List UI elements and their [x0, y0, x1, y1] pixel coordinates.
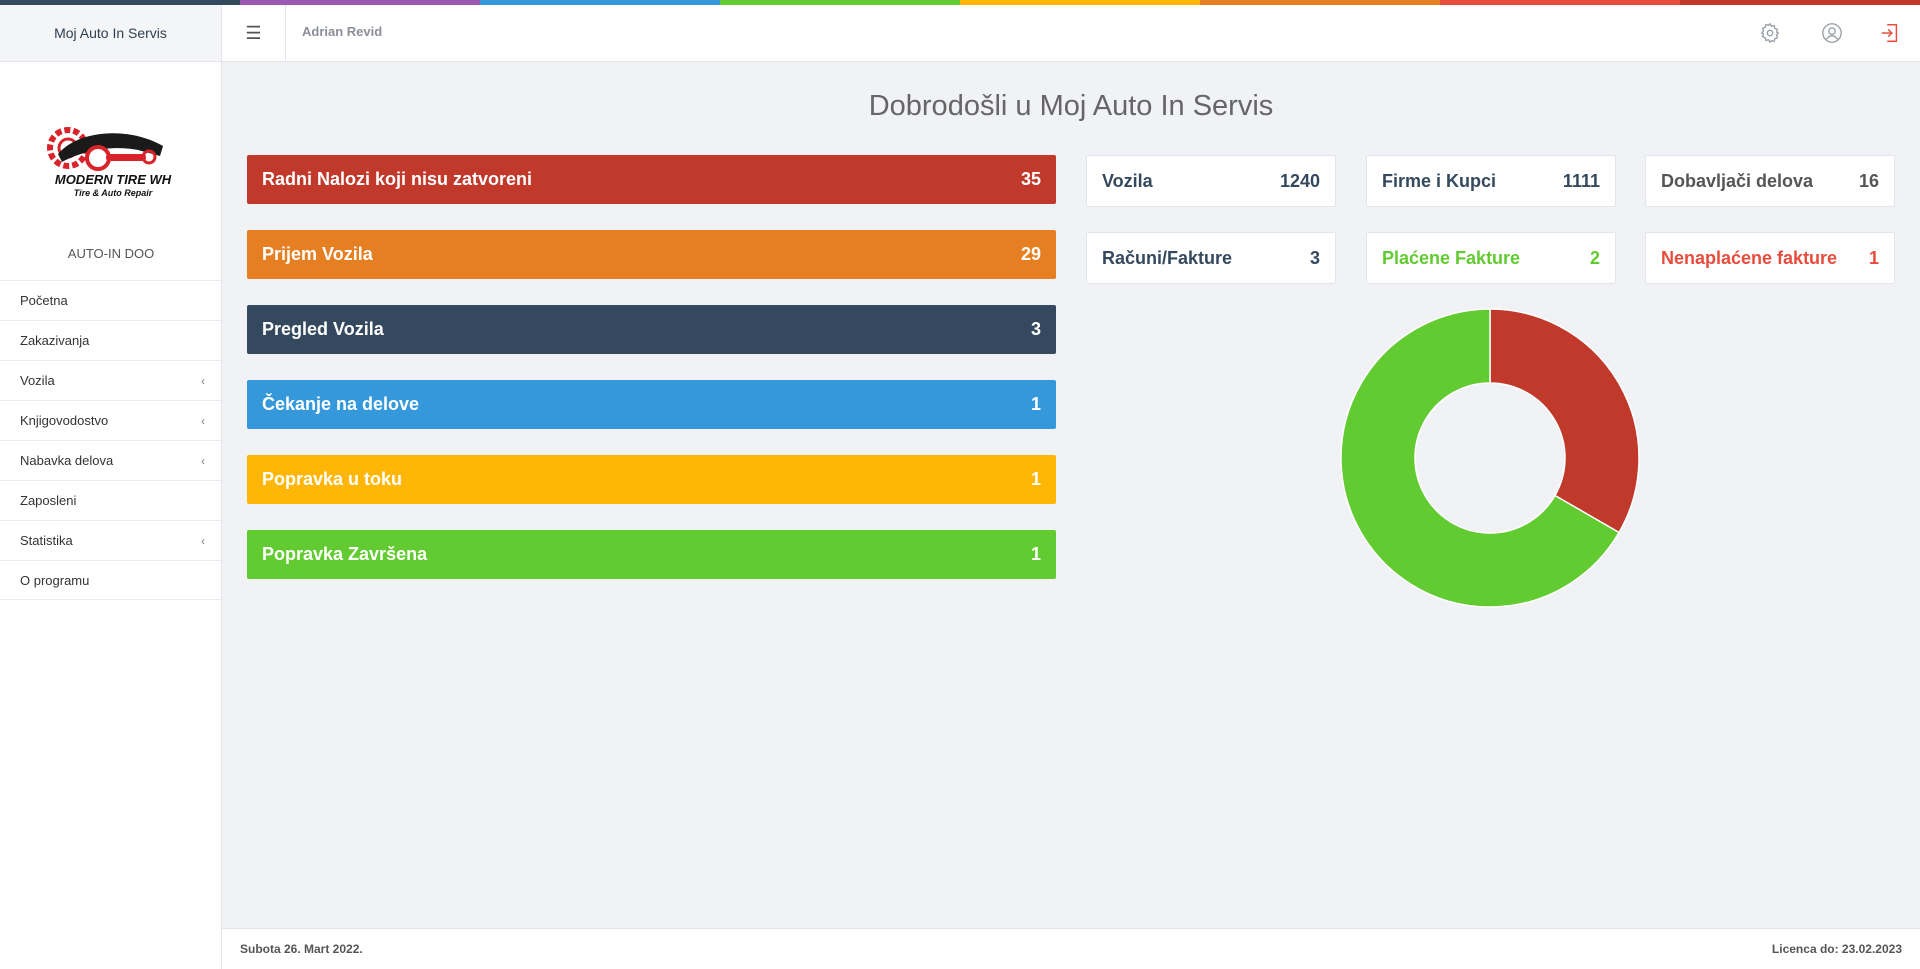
company-name: AUTO-IN DOO — [67, 246, 155, 261]
status-bar[interactable]: Radni Nalozi koji nisu zatvoreni 35 — [247, 155, 1056, 204]
summary-card-value: 1240 — [1279, 170, 1320, 191]
sidebar: MODERN TIRE WH Tire & Auto Repair AUTO-I… — [0, 62, 222, 969]
summary-card-label: Vozila — [1102, 170, 1153, 191]
summary-card-value: 1 — [1868, 247, 1879, 268]
status-bar[interactable]: Popravka Završena 1 — [247, 530, 1056, 579]
summary-card-label: Računi/Fakture — [1102, 247, 1233, 268]
summary-card[interactable]: Plaćene Fakture 2 — [1366, 232, 1616, 284]
top-bar: ☰ Adrian Revid — [222, 5, 1920, 62]
summary-card[interactable]: Računi/Fakture 3 — [1086, 232, 1336, 284]
chevron-left-icon: ‹ — [201, 413, 205, 428]
invoice-donut-chart — [1340, 308, 1640, 608]
donut-slice-1[interactable] — [1340, 308, 1621, 608]
footer-date: Subota 26. Mart 2022. — [240, 942, 363, 956]
status-bar-label: Radni Nalozi koji nisu zatvoreni — [262, 169, 533, 189]
footer: Subota 26. Mart 2022. Licenca do: 23.02.… — [222, 928, 1920, 969]
summary-card-value: 2 — [1589, 247, 1600, 268]
sidebar-item-zaposleni[interactable]: Zaposleni — [0, 480, 221, 520]
sidebar-item-label: Početna — [20, 293, 68, 308]
status-bar-label: Pregled Vozila — [262, 319, 384, 339]
chevron-left-icon: ‹ — [201, 373, 205, 388]
page-title: Dobrodošli u Moj Auto In Servis — [868, 90, 1274, 122]
summary-card[interactable]: Nenaplaćene fakture 1 — [1645, 232, 1895, 284]
color-stripe — [0, 0, 1920, 5]
sidebar-item-vozila[interactable]: Vozila ‹ — [0, 360, 221, 400]
status-bar-label: Prijem Vozila — [262, 244, 373, 264]
chevron-left-icon: ‹ — [201, 453, 205, 468]
status-bar-count: 35 — [1020, 169, 1041, 189]
footer-license: Licenca do: 23.02.2023 — [1771, 942, 1902, 956]
sidebar-item-nabavka-delova[interactable]: Nabavka delova ‹ — [0, 440, 221, 480]
sidebar-item-o-programu[interactable]: O programu — [0, 560, 221, 600]
status-bar-label: Popravka u toku — [262, 469, 403, 489]
sidebar-item-label: Vozila — [20, 373, 55, 388]
stripe-segment — [720, 0, 960, 5]
user-icon[interactable] — [1820, 21, 1844, 45]
status-bar-count: 1 — [1030, 544, 1041, 564]
gear-icon[interactable] — [1758, 21, 1782, 45]
summary-card-label: Plaćene Fakture — [1382, 247, 1521, 268]
company-logo: MODERN TIRE WH Tire & Auto Repair — [38, 110, 188, 210]
status-bar[interactable]: Čekanje na delove 1 — [247, 380, 1056, 429]
stripe-segment — [1200, 0, 1440, 5]
summary-card[interactable]: Vozila 1240 — [1086, 155, 1336, 207]
status-bar-count: 3 — [1030, 319, 1041, 339]
status-bar-label: Popravka Završena — [262, 544, 428, 564]
sidebar-item-label: Zakazivanja — [20, 333, 90, 348]
sidebar-item-label: Statistika — [20, 533, 73, 548]
logout-icon[interactable] — [1878, 21, 1902, 45]
hamburger-icon[interactable]: ☰ — [222, 5, 286, 61]
status-bar-label: Čekanje na delove — [262, 394, 420, 414]
status-bar[interactable]: Popravka u toku 1 — [247, 455, 1056, 504]
summary-card[interactable]: Firme i Kupci 1111 — [1366, 155, 1616, 207]
summary-card[interactable]: Dobavljači delova 16 — [1645, 155, 1895, 207]
app-brand[interactable]: Moj Auto In Servis — [0, 5, 222, 62]
user-name: Adrian Revid — [302, 24, 383, 39]
status-bar-count: 1 — [1030, 394, 1041, 414]
summary-card-value: 16 — [1858, 170, 1879, 191]
status-bar[interactable]: Prijem Vozila 29 — [247, 230, 1056, 279]
logo-text-1: MODERN TIRE WH — [55, 172, 172, 187]
sidebar-item-zakazivanja[interactable]: Zakazivanja — [0, 320, 221, 360]
summary-card-label: Firme i Kupci — [1382, 170, 1497, 191]
logo-text-2: Tire & Auto Repair — [74, 188, 153, 198]
status-bar[interactable]: Pregled Vozila 3 — [247, 305, 1056, 354]
stripe-segment — [960, 0, 1200, 5]
sidebar-item-label: Zaposleni — [20, 493, 77, 508]
summary-card-label: Nenaplaćene fakture — [1661, 247, 1838, 268]
sidebar-menu: Početna Zakazivanja Vozila ‹ Knjigovodostvo ‹… — [0, 280, 221, 600]
stripe-segment — [1680, 0, 1920, 5]
stripe-segment — [240, 0, 480, 5]
summary-card-value: 3 — [1309, 247, 1320, 268]
status-bar-count: 1 — [1030, 469, 1041, 489]
sidebar-item-statistika[interactable]: Statistika ‹ — [0, 520, 221, 560]
chevron-left-icon: ‹ — [201, 533, 205, 548]
sidebar-item-label: O programu — [20, 572, 90, 588]
summary-card-value: 1111 — [1562, 170, 1600, 191]
stripe-segment — [480, 0, 720, 5]
summary-card-label: Dobavljači delova — [1661, 170, 1814, 191]
stripe-segment — [0, 0, 240, 5]
sidebar-item-knjigovodostvo[interactable]: Knjigovodostvo ‹ — [0, 400, 221, 440]
donut-slice-0[interactable] — [1489, 308, 1640, 534]
stripe-segment — [1440, 0, 1680, 5]
sidebar-item-label: Nabavka delova — [20, 453, 114, 468]
sidebar-item-label: Knjigovodostvo — [20, 413, 109, 428]
sidebar-item-po-etna[interactable]: Početna — [0, 280, 221, 320]
status-bar-count: 29 — [1020, 244, 1041, 264]
